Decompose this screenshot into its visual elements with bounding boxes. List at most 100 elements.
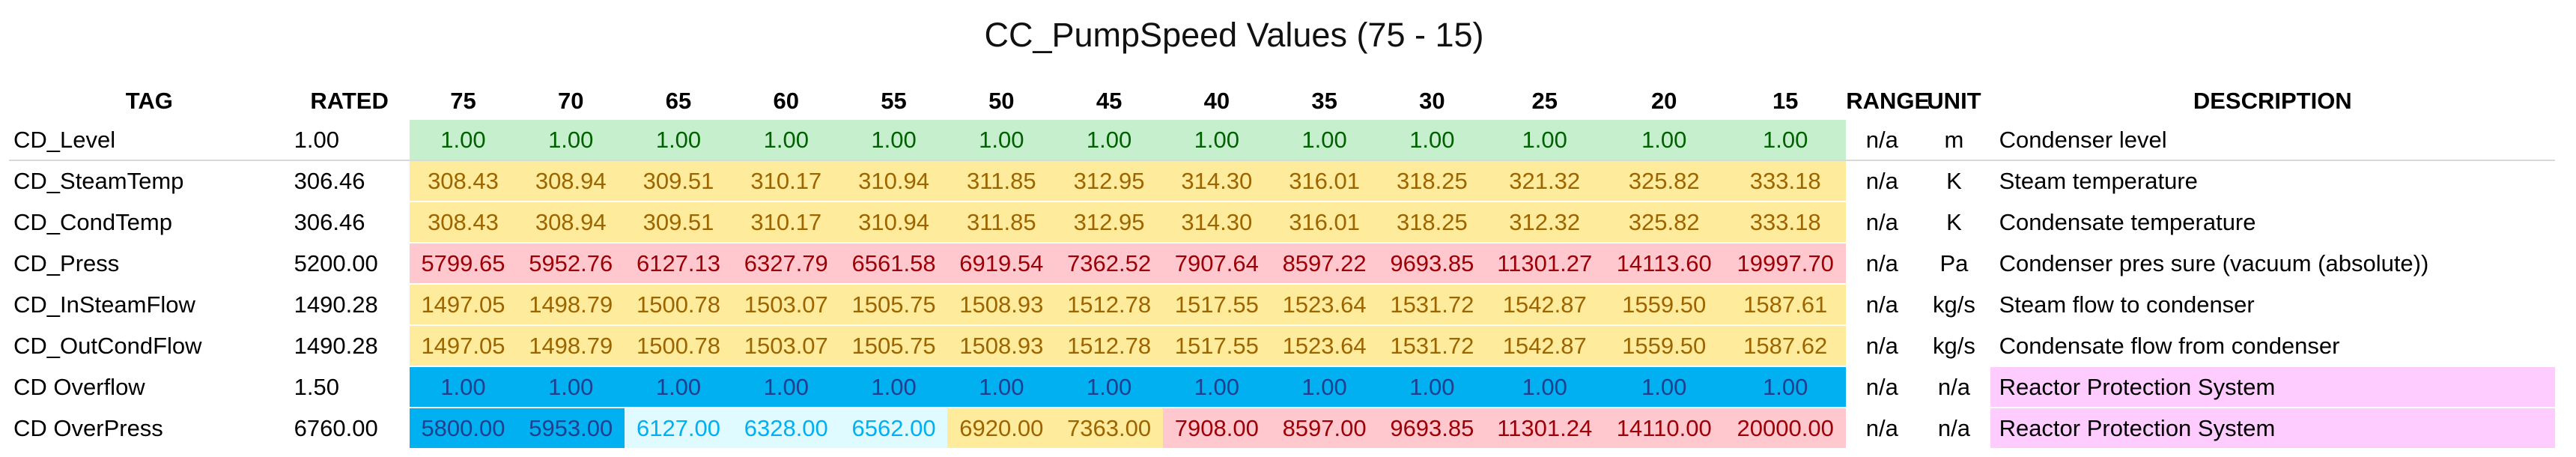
value-cell: 1.00 bbox=[517, 120, 625, 161]
unit-cell: Pa bbox=[1918, 243, 1990, 285]
unit-cell: n/a bbox=[1918, 408, 1990, 450]
value-cell: 310.94 bbox=[839, 202, 948, 243]
table-title: CC_PumpSpeed Values (75 - 15) bbox=[0, 9, 2576, 61]
value-cell: 1.00 bbox=[1162, 120, 1271, 161]
value-cell: 1500.78 bbox=[625, 325, 732, 367]
value-cell: 308.94 bbox=[517, 160, 625, 202]
value-cell: 9693.85 bbox=[1378, 243, 1486, 285]
value-cell: 1.00 bbox=[625, 120, 732, 161]
rated-cell: 306.46 bbox=[289, 202, 410, 243]
value-cell: 311.85 bbox=[947, 160, 1056, 202]
column-header: 60 bbox=[773, 88, 800, 114]
rated-cell: 1.00 bbox=[289, 120, 410, 161]
column-header: 15 bbox=[1772, 88, 1799, 114]
description-cell: Condensate flow from condenser bbox=[1990, 325, 2555, 367]
column-header: 65 bbox=[665, 88, 692, 114]
table-row: CD_Press 5200.00 5799.65 5952.76 6127.13 6327… bbox=[9, 243, 2555, 285]
value-cell: 1.00 bbox=[1162, 366, 1271, 408]
value-cell: 6561.58 bbox=[839, 243, 948, 285]
unit-cell: kg/s bbox=[1918, 284, 1990, 326]
value-cell: 9693.85 bbox=[1378, 408, 1486, 450]
value-cell: 5800.00 bbox=[409, 408, 517, 450]
value-cell: 1512.78 bbox=[1055, 284, 1163, 326]
value-cell: 1517.55 bbox=[1162, 325, 1271, 367]
unit-cell: n/a bbox=[1918, 366, 1990, 408]
value-cell: 5799.65 bbox=[409, 243, 517, 285]
column-header: 25 bbox=[1531, 88, 1558, 114]
value-cell: 6127.00 bbox=[625, 408, 732, 450]
value-cell: 11301.27 bbox=[1486, 243, 1604, 285]
value-cell: 8597.22 bbox=[1270, 243, 1379, 285]
range-cell: n/a bbox=[1846, 284, 1919, 326]
value-cell: 316.01 bbox=[1270, 160, 1379, 202]
value-cell: 316.01 bbox=[1270, 202, 1379, 243]
value-cell: 310.17 bbox=[732, 202, 840, 243]
column-header: 45 bbox=[1096, 88, 1123, 114]
rated-cell: 1.50 bbox=[289, 366, 410, 408]
range-cell: n/a bbox=[1846, 366, 1919, 408]
value-cell: 6920.00 bbox=[947, 408, 1056, 450]
value-cell: 318.25 bbox=[1378, 160, 1486, 202]
column-header: TAG bbox=[125, 88, 173, 114]
value-cell: 6562.00 bbox=[839, 408, 948, 450]
rated-cell: 6760.00 bbox=[289, 408, 410, 450]
column-header: 40 bbox=[1203, 88, 1230, 114]
value-cell: 6127.13 bbox=[625, 243, 732, 285]
value-cell: 20000.00 bbox=[1725, 408, 1847, 450]
value-cell: 314.30 bbox=[1162, 160, 1271, 202]
range-cell: n/a bbox=[1846, 325, 1919, 367]
value-cell: 1498.79 bbox=[517, 284, 625, 326]
value-cell: 1.00 bbox=[1603, 120, 1725, 161]
rated-cell: 1490.28 bbox=[289, 325, 410, 367]
value-cell: 6919.54 bbox=[947, 243, 1056, 285]
value-cell: 318.25 bbox=[1378, 202, 1486, 243]
value-cell: 5953.00 bbox=[517, 408, 625, 450]
value-cell: 19997.70 bbox=[1725, 243, 1847, 285]
range-cell: n/a bbox=[1846, 202, 1919, 243]
value-cell: 1.00 bbox=[1725, 120, 1847, 161]
value-cell: 1.00 bbox=[1486, 120, 1604, 161]
tag-cell: CD_SteamTemp bbox=[9, 160, 290, 202]
column-header: 70 bbox=[558, 88, 584, 114]
column-header: 50 bbox=[988, 88, 1015, 114]
unit-cell: m bbox=[1918, 120, 1990, 161]
value-cell: 1.00 bbox=[947, 366, 1056, 408]
value-cell: 312.95 bbox=[1055, 202, 1163, 243]
table-row: CD_SteamTemp 306.46 308.43 308.94 309.51 310.… bbox=[9, 160, 2555, 202]
value-cell: 1505.75 bbox=[839, 325, 948, 367]
value-cell: 1559.50 bbox=[1603, 284, 1725, 326]
value-cell: 308.43 bbox=[409, 202, 517, 243]
value-cell: 1.00 bbox=[732, 120, 840, 161]
value-cell: 1587.62 bbox=[1725, 325, 1847, 367]
value-cell: 1497.05 bbox=[409, 325, 517, 367]
column-header: 35 bbox=[1311, 88, 1337, 114]
table-row: CD_InSteamFlow 1490.28 1497.05 1498.79 1500.… bbox=[9, 284, 2555, 326]
value-cell: 1.00 bbox=[1378, 366, 1486, 408]
value-cell: 7907.64 bbox=[1162, 243, 1271, 285]
value-cell: 1542.87 bbox=[1486, 284, 1604, 326]
tag-cell: CD OverPress bbox=[9, 408, 290, 450]
value-cell: 5952.76 bbox=[517, 243, 625, 285]
value-cell: 1531.72 bbox=[1378, 325, 1486, 367]
column-header: 75 bbox=[450, 88, 476, 114]
description-cell: Reactor Protection System bbox=[1990, 366, 2555, 408]
description-cell: Reactor Protection System bbox=[1990, 408, 2555, 450]
column-header: 30 bbox=[1419, 88, 1445, 114]
range-cell: n/a bbox=[1846, 120, 1919, 161]
value-cell: 312.95 bbox=[1055, 160, 1163, 202]
value-cell: 1512.78 bbox=[1055, 325, 1163, 367]
value-cell: 7363.00 bbox=[1055, 408, 1163, 450]
description-cell: Steam temperature bbox=[1990, 160, 2555, 202]
value-cell: 311.85 bbox=[947, 202, 1056, 243]
range-cell: n/a bbox=[1846, 243, 1919, 285]
value-cell: 1517.55 bbox=[1162, 284, 1271, 326]
value-cell: 1498.79 bbox=[517, 325, 625, 367]
value-cell: 7908.00 bbox=[1162, 408, 1271, 450]
value-cell: 1523.64 bbox=[1270, 325, 1379, 367]
value-cell: 1497.05 bbox=[409, 284, 517, 326]
table-row: CD OverPress 6760.00 5800.00 5953.00 6127.00… bbox=[9, 408, 2555, 450]
value-cell: 1508.93 bbox=[947, 325, 1056, 367]
tag-cell: CD Overflow bbox=[9, 366, 290, 408]
column-header: RATED bbox=[310, 88, 389, 114]
description-cell: Condenser level bbox=[1990, 120, 2555, 161]
